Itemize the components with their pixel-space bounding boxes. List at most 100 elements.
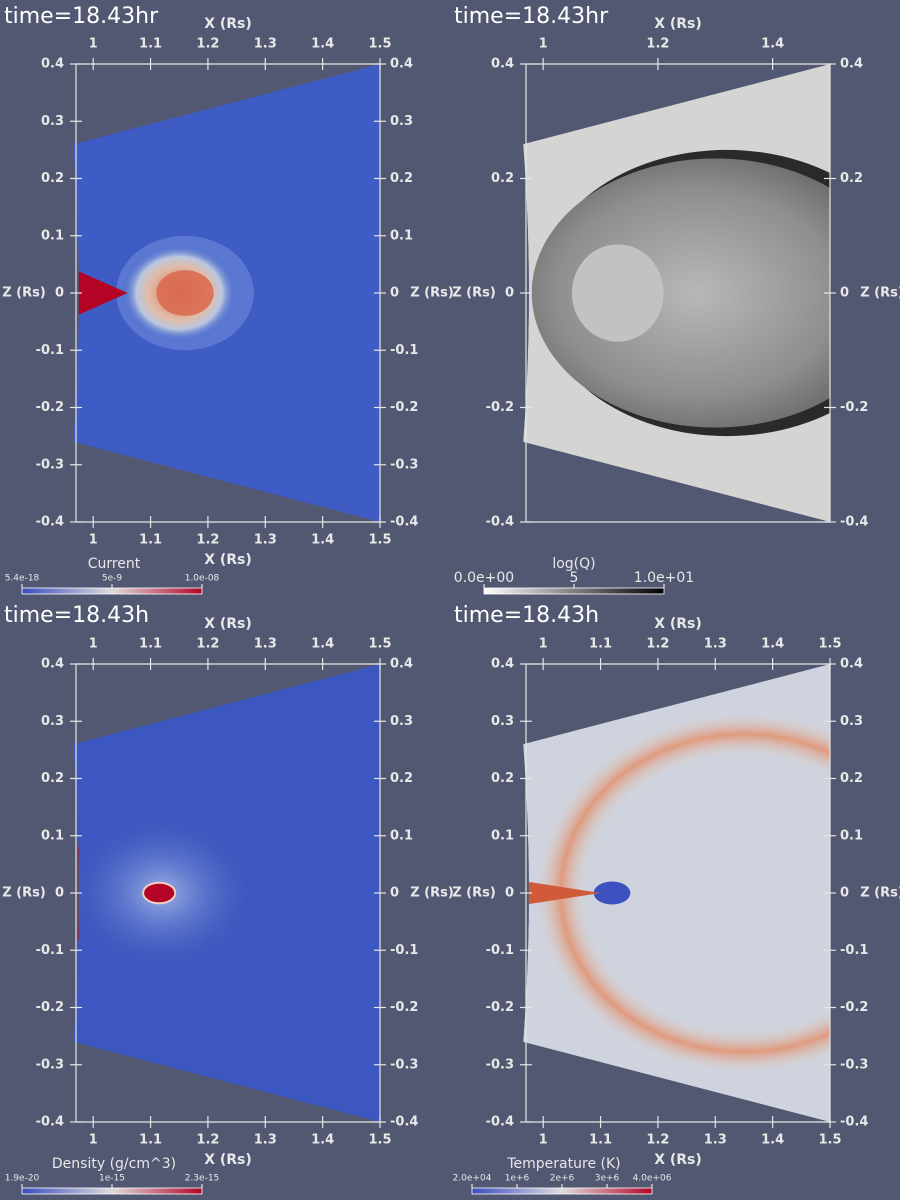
panel-4: 1 1 1.1 1.1 1.2 1.2 1.3 1.3 1.4 1.4 1.5 1.5 0.4 0.4 0.…	[452, 616, 900, 1195]
y-tick-label-left: 0.3	[41, 714, 64, 729]
y-tick-label-right: 0.3	[390, 714, 413, 729]
x-tick-label-top: 1.2	[196, 637, 219, 652]
y-tick-label-left: 0.3	[491, 714, 514, 729]
x-tick-label-bottom: 1.4	[311, 1133, 334, 1148]
y-tick-label-left: -0.2	[36, 1000, 64, 1015]
y-axis-title-left: Z (Rs)	[452, 286, 496, 301]
y-tick-label-right: -0.4	[390, 1115, 418, 1130]
y-tick-label-left: -0.3	[486, 1057, 514, 1072]
colorbar-bar	[21, 1187, 203, 1195]
temperature-hot-arc	[526, 704, 830, 1082]
temperature-sheet	[526, 881, 601, 905]
y-tick-label-right: 0.4	[840, 57, 863, 72]
colorbar-bar	[471, 1187, 653, 1195]
x-tick-label-top: 1.3	[254, 637, 277, 652]
colorbar-bar	[21, 587, 203, 595]
colorbar-tick-label: 2e+6	[550, 1174, 575, 1184]
panel-3-colorbar: Density (g/cm^3) 1.9e-20 1e-15 2.3e-15	[5, 1156, 220, 1195]
density-core	[142, 881, 177, 905]
y-tick-label-right: -0.4	[840, 515, 868, 530]
panel-2-field	[523, 64, 830, 522]
panel-1-title: time=18.43hr	[4, 4, 159, 29]
logq-sheath	[531, 158, 830, 428]
x-tick-label-bottom: 1.2	[196, 1133, 219, 1148]
colorbar-tick-label: 4.0e+06	[633, 1174, 672, 1184]
y-tick-label-right: -0.3	[840, 1057, 868, 1072]
temperature-cool-core	[593, 881, 631, 905]
x-tick-label-bottom: 1.2	[196, 533, 219, 548]
y-axis-title-left: Z (Rs)	[452, 886, 496, 901]
y-tick-label-right: 0.2	[390, 171, 413, 186]
x-axis-title-bottom: X (Rs)	[654, 1152, 702, 1168]
x-tick-label-top: 1.2	[646, 637, 669, 652]
panel-1: 1 1 1.1 1.1 1.2 1.2 1.3 1.3 1.4 1.4 1.5 1.5 0.4 0.4 0.…	[2, 16, 454, 595]
x-tick-label-top: 1.4	[311, 37, 334, 52]
colorbar-tick-label: 1e-15	[99, 1174, 125, 1184]
panel-1-axes	[70, 58, 386, 528]
y-tick-label-left: -0.1	[36, 343, 64, 358]
x-tick-label-bottom: 1.3	[254, 533, 277, 548]
y-tick-label-right: 0.4	[390, 657, 413, 672]
y-tick-label-left: 0.2	[491, 771, 514, 786]
y-tick-label-right: 0.1	[840, 828, 863, 843]
y-tick-label-right: -0.3	[390, 457, 418, 472]
x-tick-label-bottom: 1.1	[139, 533, 162, 548]
y-tick-label-left: 0.3	[41, 114, 64, 129]
y-tick-label-right: -0.4	[840, 1115, 868, 1130]
colorbar-tick-label: 2.3e-15	[185, 1174, 220, 1184]
y-tick-label-right: 0.4	[390, 57, 413, 72]
logq-flux-rope	[571, 244, 664, 342]
current-sheet	[76, 270, 128, 316]
panel-2-title: time=18.43hr	[454, 4, 609, 29]
y-tick-label-right: -0.2	[390, 1000, 418, 1015]
y-tick-label-right: 0.2	[390, 771, 413, 786]
panel-4-colorbar: Temperature (K) 2.0e+04 1e+6 2e+6 3e+6 4.0e+0…	[453, 1156, 672, 1195]
y-tick-label-left: -0.1	[36, 943, 64, 958]
x-axis-title-top: X (Rs)	[204, 616, 252, 632]
colorbar-tick-label: 1.0e+01	[634, 570, 694, 586]
x-axis-title-top: X (Rs)	[654, 616, 702, 632]
x-axis-title-top: X (Rs)	[654, 16, 702, 32]
y-tick-label-left: 0	[505, 886, 514, 901]
x-tick-label-bottom: 1.3	[704, 1133, 727, 1148]
x-tick-label-top: 1	[89, 37, 98, 52]
x-tick-label-bottom: 1.5	[368, 533, 391, 548]
x-tick-label-bottom: 1.1	[589, 1133, 612, 1148]
panel-2-colorbar: log(Q) 0.0e+00 5 1.0e+01	[454, 556, 694, 595]
panel-1-colorbar: Current 5.4e-18 5e-9 1.0e-08	[5, 556, 220, 595]
x-tick-label-top: 1.1	[139, 637, 162, 652]
x-tick-label-bottom: 1.3	[254, 1133, 277, 1148]
x-tick-label-bottom: 1.4	[761, 1133, 784, 1148]
colorbar-tick-label: 5.4e-18	[5, 574, 40, 584]
y-tick-label-left: -0.3	[36, 457, 64, 472]
y-tick-label-left: -0.4	[36, 515, 64, 530]
y-tick-label-right: -0.1	[390, 343, 418, 358]
y-tick-label-left: -0.1	[486, 943, 514, 958]
x-tick-label-top: 1.5	[818, 637, 841, 652]
x-tick-label-top: 1	[539, 637, 548, 652]
y-axis-title-right: Z (Rs)	[410, 286, 454, 301]
x-tick-label-top: 1	[539, 37, 548, 52]
x-tick-label-bottom: 1	[89, 533, 98, 548]
colorbar-title: Current	[88, 556, 141, 572]
panel-3-field	[73, 664, 380, 1122]
panel-2-axes	[520, 58, 836, 523]
x-tick-label-bottom: 1.5	[368, 1133, 391, 1148]
x-axis-title-bottom: X (Rs)	[204, 1152, 252, 1168]
y-tick-label-right: -0.3	[390, 1057, 418, 1072]
x-tick-label-top: 1.4	[311, 637, 334, 652]
y-tick-label-right: 0.1	[390, 228, 413, 243]
y-tick-label-right: 0.2	[840, 771, 863, 786]
current-core	[156, 270, 214, 316]
y-tick-label-right: -0.2	[840, 1000, 868, 1015]
y-tick-label-right: 0.2	[840, 171, 863, 186]
y-tick-label-right: -0.4	[390, 515, 418, 530]
y-tick-label-right: 0.3	[840, 714, 863, 729]
colorbar-tick-label: 1.9e-20	[5, 1174, 40, 1184]
y-tick-label-left: -0.4	[486, 1115, 514, 1130]
x-tick-label-bottom: 1	[539, 1133, 548, 1148]
colorbar-tick-label: 0.0e+00	[454, 570, 514, 586]
panel-4-field	[523, 664, 830, 1122]
y-tick-label-left: -0.2	[486, 1000, 514, 1015]
